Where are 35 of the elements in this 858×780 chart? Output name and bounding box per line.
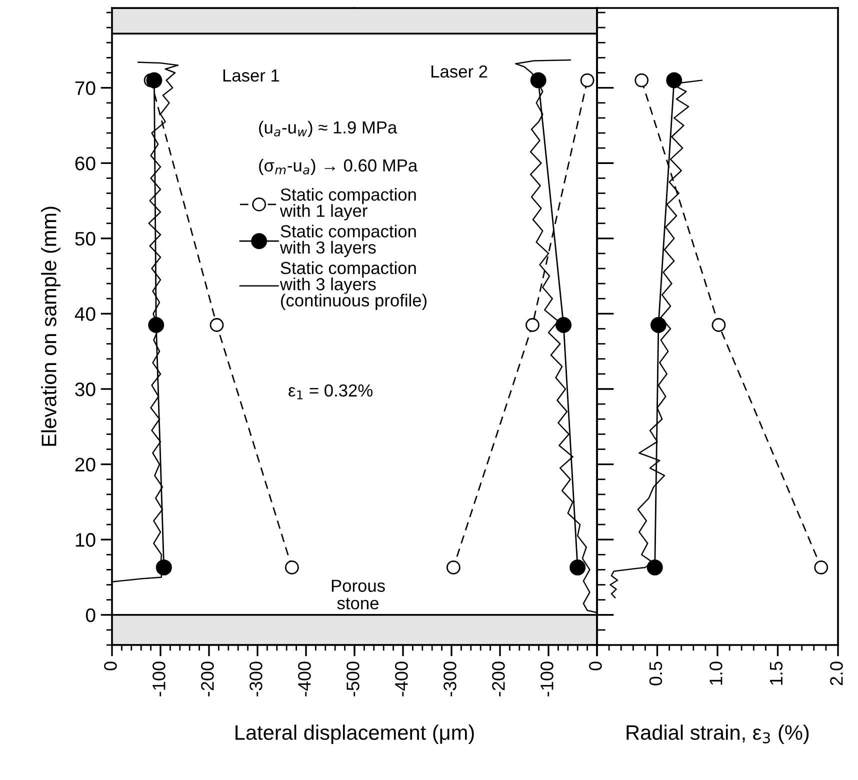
- y-tick-label: 20: [75, 458, 96, 472]
- x-tick-label: -300: [444, 662, 456, 696]
- x-tick-label: 0: [104, 662, 117, 670]
- x-axis-title: Radial strain, ε$_{3}$ (%): [626, 724, 809, 744]
- x-tick-label: 1.5: [770, 662, 783, 685]
- y-tick-label: 40: [74, 307, 96, 321]
- annotation: ε$_{1}$ = 0.32%: [288, 384, 373, 400]
- annotation: Porous stone: [332, 580, 385, 610]
- y-tick-label: 70: [75, 81, 96, 96]
- y-tick-label: 50: [75, 232, 96, 246]
- x-tick-label: 2.0: [830, 662, 843, 686]
- annotation: Laser 1: [223, 70, 280, 82]
- x-tick-label: -400: [395, 662, 408, 696]
- x-tick-label: 1.0: [710, 662, 722, 685]
- x-tick-label: -200: [201, 662, 214, 696]
- y-axis-title: Elevation on sample (mm): [41, 206, 61, 446]
- legend-label: Static compaction with 3 layers: [280, 224, 416, 258]
- x-tick-label: 0.5: [649, 662, 662, 686]
- annotation: (σ$_{m}$-u$_{a}$) → 0.60 MPa: [259, 158, 418, 176]
- legend-label: Static compaction with 1 layer: [280, 188, 416, 220]
- x-tick-label: -200: [492, 662, 505, 696]
- legend-label: Static compaction with 3 layers (continuous profile): [280, 261, 426, 310]
- x-axis-title: Lateral displacement (μm): [236, 724, 474, 744]
- annotation: Laser 2: [432, 65, 488, 78]
- y-tick-label: 0: [86, 608, 96, 622]
- y-tick-label: 10: [76, 533, 96, 547]
- x-tick-label: -500: [346, 662, 360, 696]
- x-tick-label: -300: [250, 662, 262, 696]
- y-tick-label: 30: [75, 382, 96, 396]
- y-tick-label: 60: [75, 156, 96, 170]
- x-tick-label: -100: [152, 662, 166, 696]
- x-tick-label: -400: [298, 662, 311, 696]
- x-tick-label: -100: [540, 662, 554, 696]
- annotation: (u$_{a}$-u$_{w}$) ≈ 1.9 MPa: [259, 120, 398, 138]
- x-tick-label: 0: [589, 662, 602, 670]
